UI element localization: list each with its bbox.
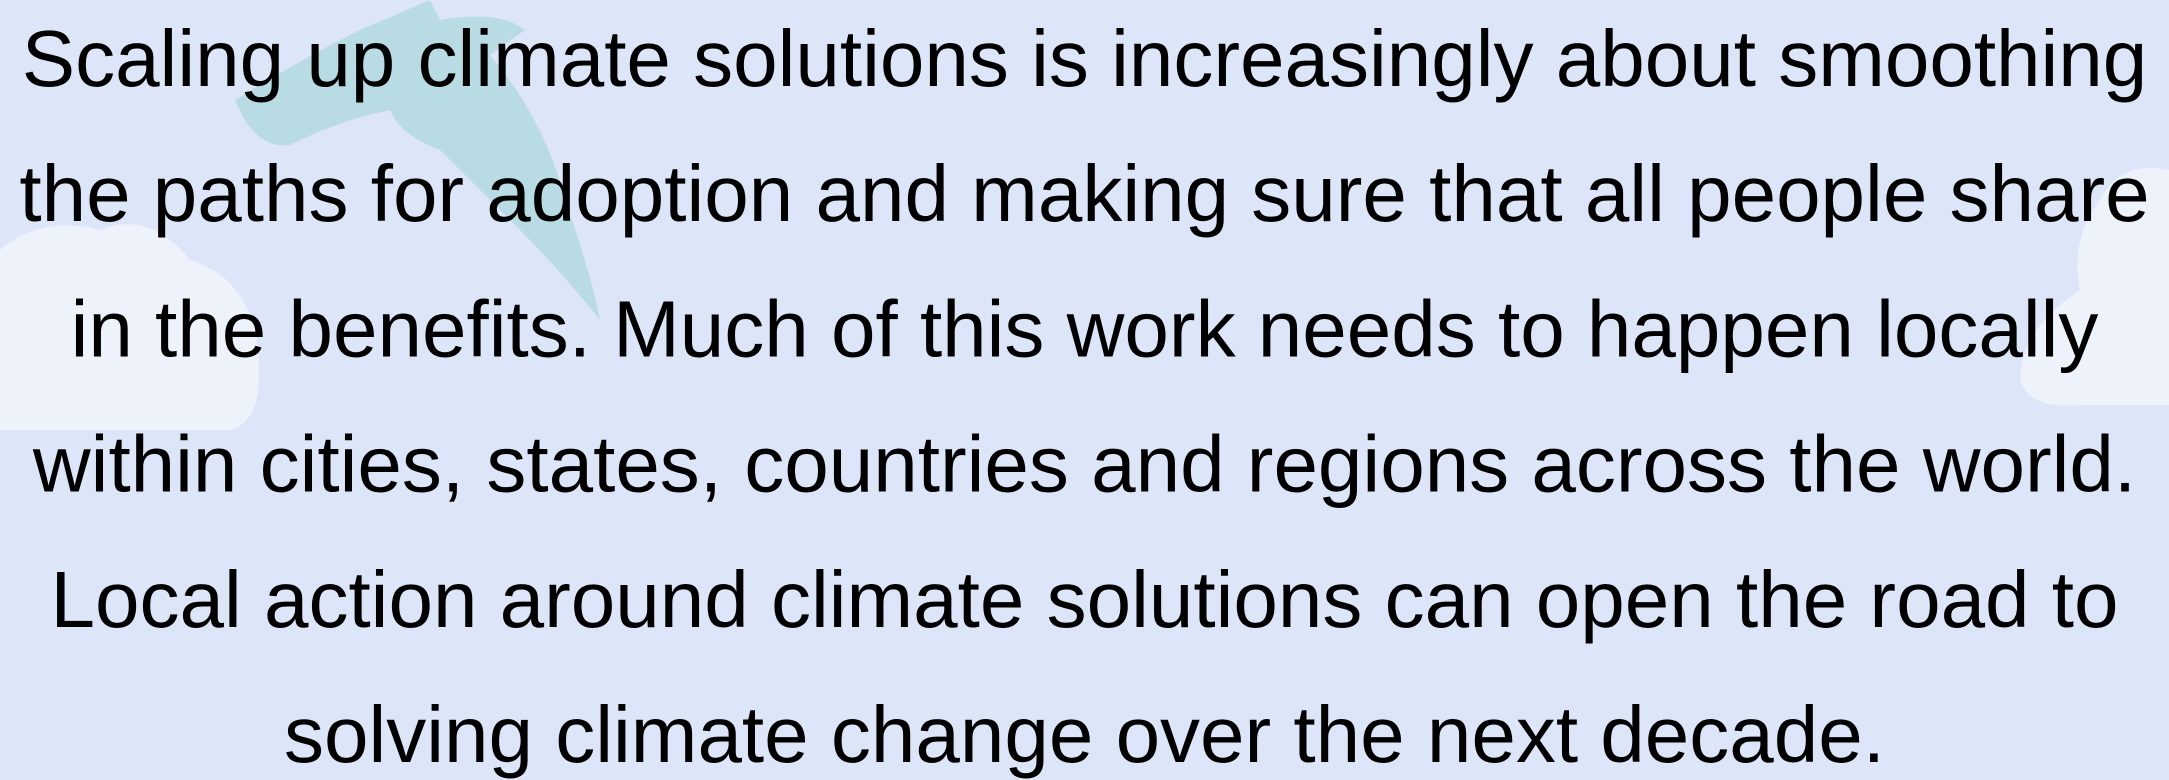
text-line: in the benefits. Much of this work needs… — [71, 284, 2099, 373]
text-line: within cities, states, countries and reg… — [32, 420, 2136, 509]
text-line: the paths for adoption and making sure t… — [19, 149, 2149, 238]
page: Scaling up climate solutions is increasi… — [0, 0, 2169, 780]
text-line: Scaling up climate solutions is increasi… — [22, 14, 2148, 103]
text-line: solving climate change over the next dec… — [284, 690, 1885, 779]
text-line: Local action around climate solutions ca… — [50, 555, 2118, 644]
screen: Scaling up climate solutions is increasi… — [0, 0, 2169, 780]
